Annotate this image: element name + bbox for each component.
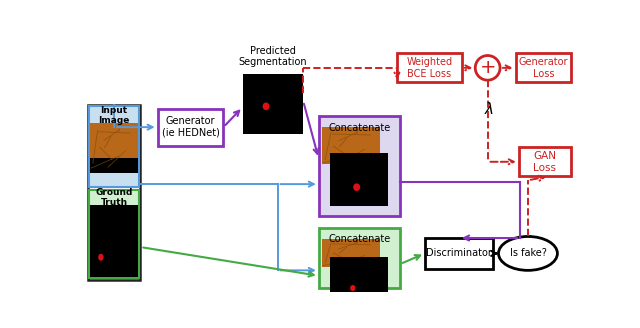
Text: Generator
Loss: Generator Loss <box>518 57 568 79</box>
Bar <box>90 158 138 173</box>
Bar <box>319 116 400 216</box>
Text: Concatenate: Concatenate <box>328 123 390 133</box>
Text: Weighted
BCE Loss: Weighted BCE Loss <box>406 57 452 79</box>
Text: Generator
(ie HEDNet): Generator (ie HEDNet) <box>161 116 220 138</box>
Ellipse shape <box>98 254 104 261</box>
Bar <box>88 105 140 280</box>
Bar <box>90 190 139 278</box>
Text: +: + <box>479 58 496 77</box>
Bar <box>243 74 303 134</box>
Ellipse shape <box>499 236 557 270</box>
Text: GAN
Loss: GAN Loss <box>534 151 557 173</box>
Bar <box>157 109 223 146</box>
Bar <box>518 147 572 176</box>
Text: λ: λ <box>484 102 493 117</box>
Text: Input
Image: Input Image <box>99 106 130 125</box>
Bar <box>319 228 400 288</box>
Text: Predicted
Segmentation: Predicted Segmentation <box>239 46 307 67</box>
Text: Is fake?: Is fake? <box>509 248 547 258</box>
Bar <box>397 53 462 82</box>
Circle shape <box>476 55 500 80</box>
Bar <box>330 153 388 206</box>
Bar <box>516 53 572 82</box>
Ellipse shape <box>353 183 360 191</box>
Text: Ground
Truth: Ground Truth <box>95 188 132 207</box>
Bar <box>330 257 388 300</box>
Text: Concatenate: Concatenate <box>328 234 390 244</box>
Bar <box>90 205 138 277</box>
Bar <box>322 127 380 164</box>
Ellipse shape <box>262 102 269 110</box>
Text: Discriminator: Discriminator <box>426 248 492 258</box>
Ellipse shape <box>350 285 355 291</box>
Bar <box>90 123 138 170</box>
Bar <box>425 238 493 269</box>
Bar <box>90 106 139 187</box>
Bar <box>322 239 380 267</box>
